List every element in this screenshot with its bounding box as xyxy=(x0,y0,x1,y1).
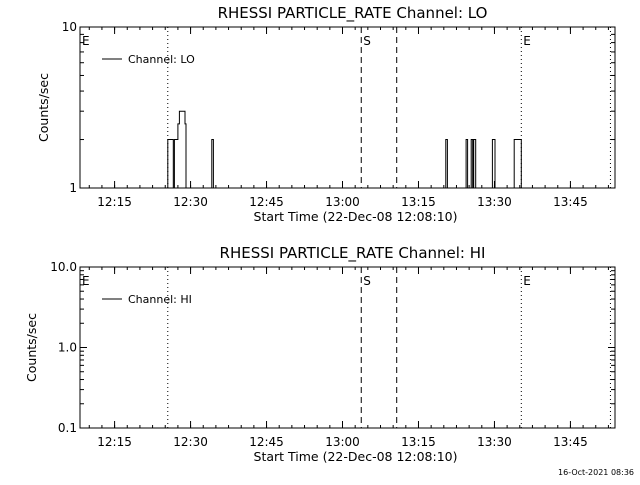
y-axis-label: Counts/sec xyxy=(36,73,51,142)
plot-frame xyxy=(79,266,616,429)
event-marker-label: E xyxy=(82,274,90,288)
series-line xyxy=(80,110,615,188)
x-tick-label: 13:00 xyxy=(325,435,360,449)
x-tick-label: 12:45 xyxy=(249,435,284,449)
x-tick-label: 13:45 xyxy=(553,435,588,449)
x-tick-label: 13:15 xyxy=(401,435,436,449)
y-axis-label: Counts/sec xyxy=(24,313,39,382)
y-tick-label: 10 xyxy=(62,20,77,34)
x-tick-label: 13:30 xyxy=(477,195,512,209)
x-tick-label: 12:30 xyxy=(173,435,208,449)
event-marker-label: S xyxy=(363,34,371,48)
plot-frame xyxy=(79,26,616,189)
timestamp-footer: 16-Oct-2021 08:36 xyxy=(558,468,634,477)
x-tick-label: 12:15 xyxy=(97,435,132,449)
x-tick-label: 13:15 xyxy=(401,195,436,209)
y-tick-label: 0.1 xyxy=(58,421,77,435)
x-tick-label: 13:30 xyxy=(477,435,512,449)
event-marker-label: E xyxy=(523,34,531,48)
x-tick-label: 13:00 xyxy=(325,195,360,209)
y-tick-label: 1 xyxy=(69,181,77,195)
x-tick-label: 12:45 xyxy=(249,195,284,209)
x-tick-label: 12:15 xyxy=(97,195,132,209)
x-axis-label: Start Time (22-Dec-08 12:08:10) xyxy=(254,209,458,224)
x-axis-label: Start Time (22-Dec-08 12:08:10) xyxy=(254,449,458,464)
x-tick-label: 13:45 xyxy=(553,195,588,209)
event-marker-label: E xyxy=(82,34,90,48)
chart-panel-2: RHESSI PARTICLE_RATE Channel: HI 12:15 12:… xyxy=(24,244,616,464)
y-tick-label: 1.0 xyxy=(58,341,77,355)
event-marker-label: S xyxy=(363,274,371,288)
legend-label: Channel: HI xyxy=(128,293,192,306)
chart-panel-1: RHESSI PARTICLE_RATE Channel: LO 12:15 12:… xyxy=(36,4,616,224)
x-tick-label: 12:30 xyxy=(173,195,208,209)
chart-title: RHESSI PARTICLE_RATE Channel: HI xyxy=(220,244,486,263)
event-marker-label: E xyxy=(523,274,531,288)
y-tick-label: 10.0 xyxy=(50,260,77,274)
chart-title: RHESSI PARTICLE_RATE Channel: LO xyxy=(218,4,488,23)
legend-label: Channel: LO xyxy=(128,53,195,66)
